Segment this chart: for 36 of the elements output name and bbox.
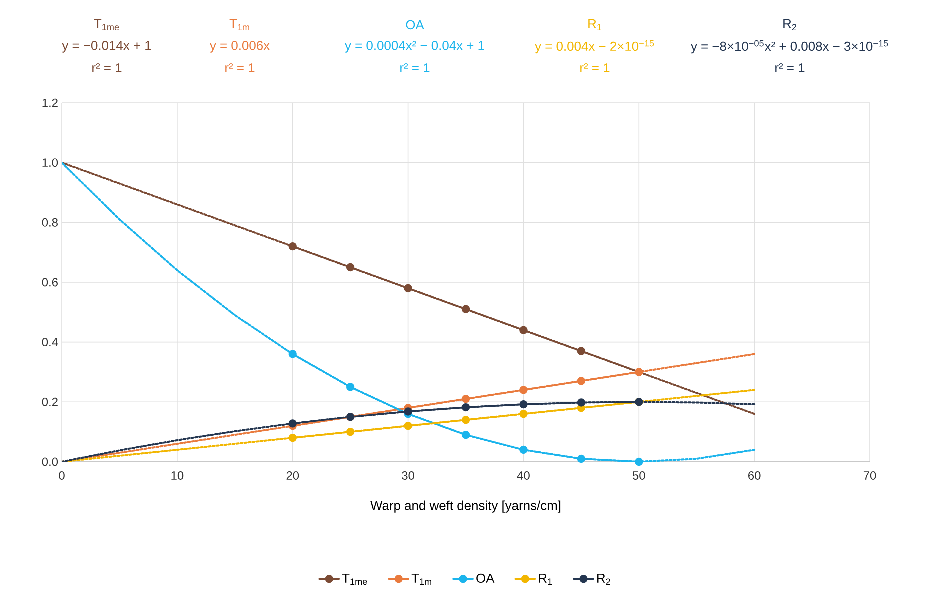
legend-label: R$_{2}$ bbox=[598, 574, 610, 586]
y-tick-label: 0.2 bbox=[42, 398, 58, 406]
text: y = −8×10$^{−05}$x² + 0.008x − 3×10$^{−15}$ bbox=[690, 40, 888, 54]
x-tick-label: 20 bbox=[286, 472, 300, 480]
text: y = −0.014x + 1 bbox=[62, 41, 152, 53]
text: OA bbox=[406, 20, 424, 30]
text: r² = 1 bbox=[226, 64, 255, 72]
x-tick-label: 40 bbox=[517, 472, 530, 480]
legend-label: OA bbox=[476, 574, 495, 584]
legend-label: R$_{1}$ bbox=[539, 574, 552, 585]
y-tick-label: 0.8 bbox=[42, 218, 58, 227]
text: T$_{1me}$ bbox=[94, 19, 120, 31]
text: y = 0.0004x² − 0.04x + 1 bbox=[345, 41, 484, 53]
y-tick-label: 0.0 bbox=[42, 458, 58, 466]
x-tick-label: 10 bbox=[172, 472, 184, 480]
y-tick-label: 0.6 bbox=[42, 278, 58, 287]
text: y = 0.006x bbox=[210, 41, 270, 53]
y-tick-label: 0.4 bbox=[42, 338, 58, 347]
text: R$_{2}$ bbox=[784, 19, 796, 31]
text: T$_{1m}$ bbox=[230, 19, 250, 31]
x-tick-label: 60 bbox=[748, 472, 761, 480]
text: R$_{1}$ bbox=[588, 19, 602, 31]
legend-label: T$_{1me}$ bbox=[342, 574, 368, 586]
text: r² = 1 bbox=[776, 64, 805, 72]
text: y = 0.004x − 2×10$^{−15}$ bbox=[535, 40, 654, 54]
x-tick-label: 70 bbox=[864, 472, 876, 480]
text: r² = 1 bbox=[92, 64, 122, 72]
x-axis-title: Warp and weft density [yarns/cm] bbox=[370, 500, 561, 513]
x-tick-label: 30 bbox=[402, 472, 414, 480]
x-tick-label: 50 bbox=[632, 472, 646, 480]
text: r² = 1 bbox=[580, 64, 610, 72]
y-tick-label: 1.0 bbox=[42, 158, 58, 168]
legend-label: T$_{1m}$ bbox=[412, 574, 432, 585]
x-tick-label: 0 bbox=[59, 472, 65, 480]
text: r² = 1 bbox=[400, 64, 430, 72]
y-tick-label: 1.2 bbox=[42, 98, 58, 108]
